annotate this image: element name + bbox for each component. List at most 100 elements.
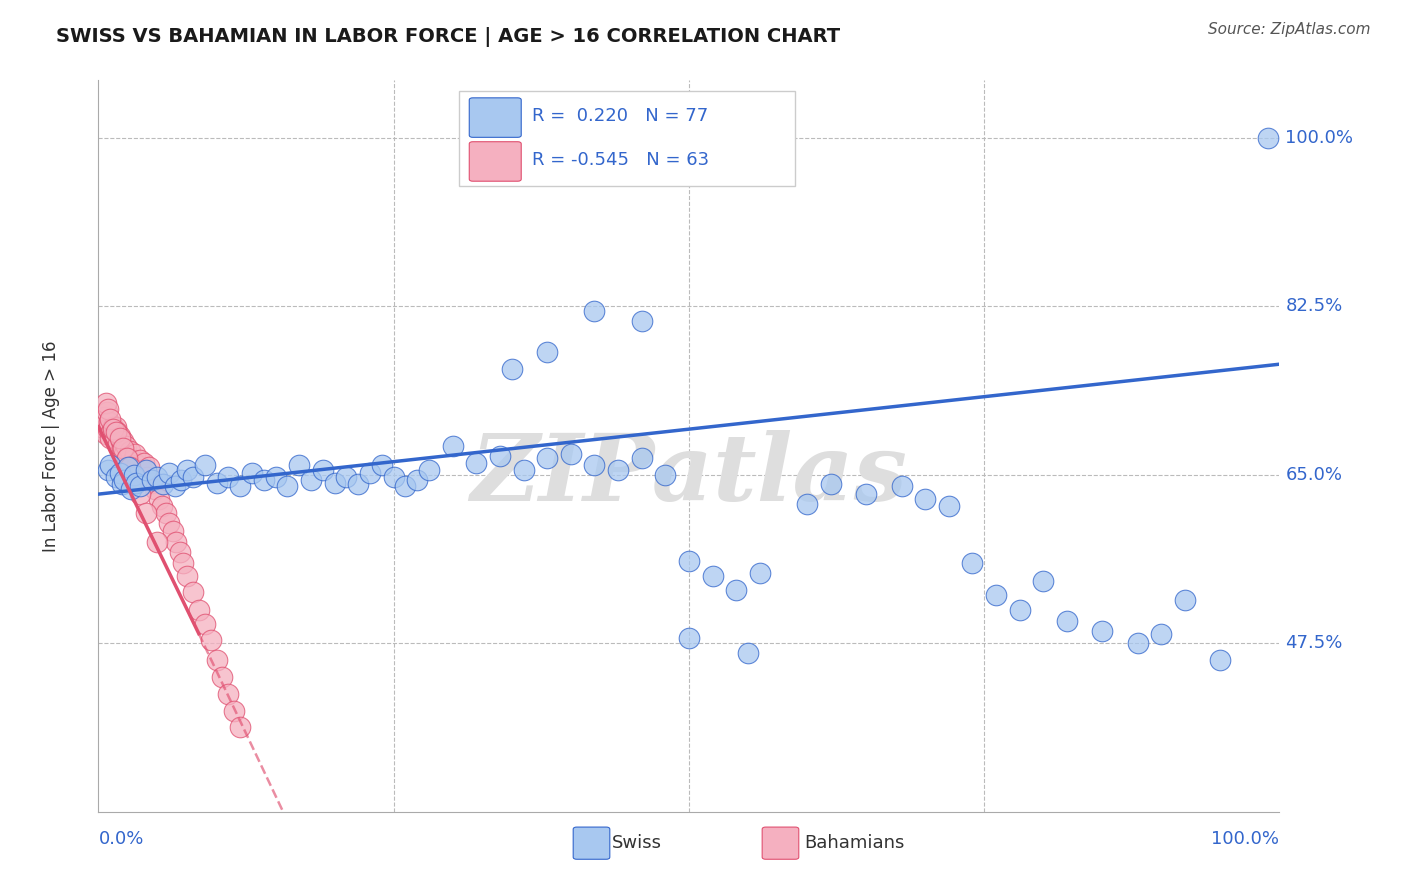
Text: 100.0%: 100.0%: [1212, 830, 1279, 848]
Point: [796, 497, 818, 511]
Point: [128, 453, 150, 467]
Point: [112, 447, 135, 461]
Point: [607, 463, 630, 477]
Point: [181, 470, 204, 484]
Point: [253, 473, 276, 487]
Point: [122, 470, 145, 484]
Point: [441, 439, 464, 453]
Point: [98, 415, 121, 429]
FancyBboxPatch shape: [762, 827, 799, 859]
Point: [1150, 626, 1173, 640]
Point: [148, 491, 170, 506]
FancyBboxPatch shape: [470, 142, 522, 181]
Point: [105, 425, 128, 439]
Point: [98, 431, 121, 445]
Point: [1209, 653, 1232, 667]
Point: [170, 473, 193, 487]
Point: [1257, 131, 1279, 145]
Point: [146, 470, 169, 484]
Point: [382, 470, 405, 484]
Point: [127, 458, 149, 473]
Point: [157, 516, 180, 530]
Point: [131, 463, 153, 477]
Point: [135, 507, 157, 521]
Text: R =  0.220   N = 77: R = 0.220 N = 77: [531, 107, 709, 125]
Point: [465, 456, 488, 470]
Point: [120, 460, 142, 475]
Point: [100, 425, 122, 439]
Text: Swiss: Swiss: [612, 834, 662, 852]
Point: [1091, 624, 1114, 638]
Point: [536, 344, 558, 359]
Point: [97, 463, 120, 477]
Point: [229, 479, 252, 493]
Point: [276, 479, 298, 493]
Point: [128, 487, 150, 501]
Point: [152, 477, 174, 491]
Point: [150, 499, 173, 513]
Point: [1032, 574, 1054, 588]
Point: [117, 450, 139, 465]
Point: [820, 477, 842, 491]
Point: [200, 633, 222, 648]
Point: [114, 439, 136, 453]
Point: [117, 460, 139, 475]
Point: [418, 463, 440, 477]
Point: [111, 441, 134, 455]
Point: [359, 466, 381, 480]
Point: [105, 425, 128, 439]
Text: Source: ZipAtlas.com: Source: ZipAtlas.com: [1208, 22, 1371, 37]
Point: [176, 569, 198, 583]
Point: [583, 458, 606, 473]
Point: [172, 557, 194, 571]
Point: [678, 632, 700, 646]
Point: [111, 477, 134, 491]
Point: [678, 554, 700, 568]
Text: 47.5%: 47.5%: [1285, 634, 1343, 652]
Point: [512, 463, 534, 477]
Point: [855, 487, 877, 501]
Point: [135, 463, 157, 477]
Point: [105, 419, 128, 434]
Point: [181, 585, 204, 599]
Point: [94, 427, 117, 442]
Point: [536, 450, 558, 465]
Text: 82.5%: 82.5%: [1285, 297, 1343, 316]
Point: [217, 687, 239, 701]
Point: [143, 483, 166, 497]
Point: [122, 467, 145, 482]
Point: [299, 473, 322, 487]
Point: [1126, 636, 1149, 650]
Point: [748, 566, 770, 580]
Point: [97, 422, 120, 436]
Point: [229, 720, 252, 734]
Point: [938, 499, 960, 513]
Point: [124, 447, 146, 461]
Point: [630, 450, 652, 465]
Point: [93, 410, 115, 425]
Point: [654, 467, 676, 482]
Point: [205, 475, 228, 490]
Point: [194, 458, 217, 473]
Point: [115, 450, 138, 465]
Point: [323, 475, 346, 490]
Point: [1008, 602, 1031, 616]
Point: [630, 314, 652, 328]
Point: [165, 535, 187, 549]
Point: [105, 470, 128, 484]
Point: [101, 419, 124, 434]
Point: [702, 569, 724, 583]
FancyBboxPatch shape: [458, 91, 796, 186]
Point: [104, 431, 127, 445]
Point: [120, 443, 142, 458]
Point: [406, 473, 429, 487]
Point: [288, 458, 311, 473]
Point: [157, 466, 180, 480]
Text: In Labor Force | Age > 16: In Labor Force | Age > 16: [42, 340, 60, 552]
Point: [108, 431, 131, 445]
Point: [725, 583, 748, 598]
Point: [91, 419, 114, 434]
Point: [211, 670, 233, 684]
Point: [165, 479, 187, 493]
Point: [962, 557, 984, 571]
